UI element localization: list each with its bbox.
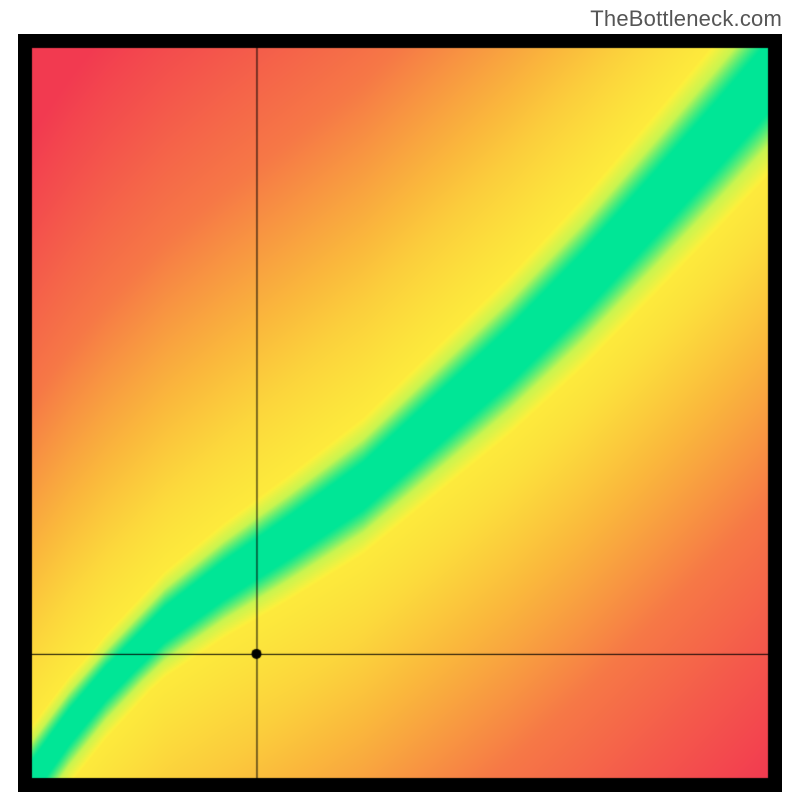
heatmap-canvas: [18, 34, 782, 792]
chart-container: TheBottleneck.com: [0, 0, 800, 800]
plot-area: [18, 34, 782, 792]
watermark-text: TheBottleneck.com: [590, 6, 782, 32]
